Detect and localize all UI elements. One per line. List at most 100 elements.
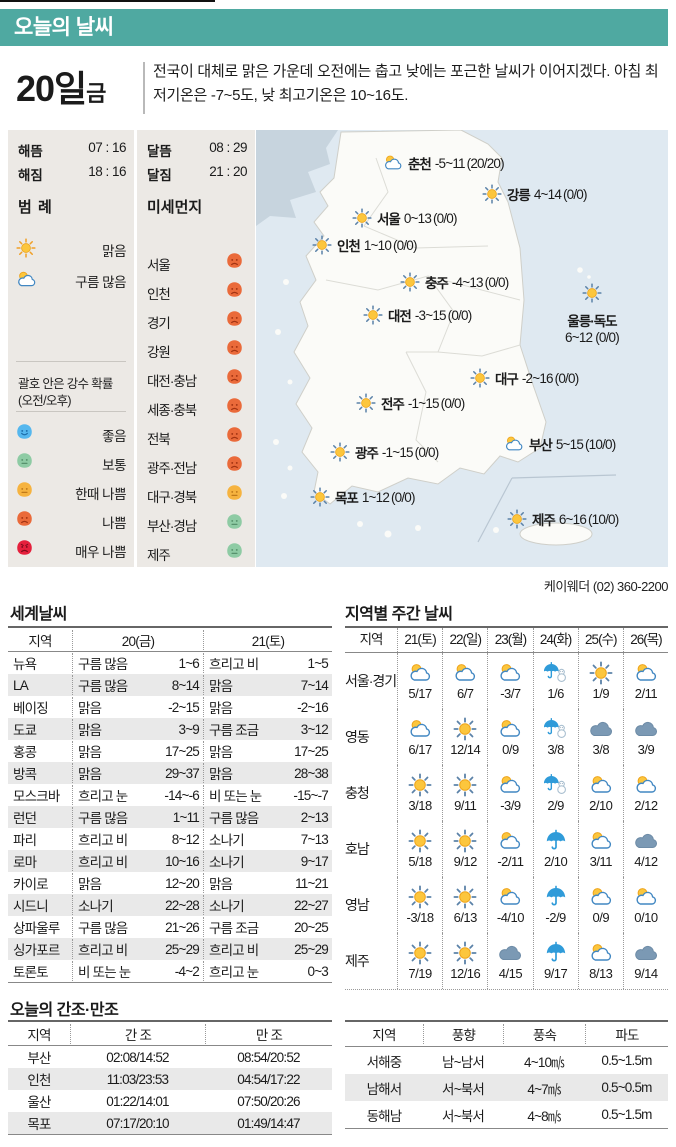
air-level-item: 한때 나쁨: [16, 481, 126, 502]
world-region: 도쿄: [13, 723, 37, 738]
title-bar: 오늘의 날씨: [0, 9, 668, 46]
face-normal-icon: [17, 453, 32, 468]
world-row: 로마 흐리고 비 10~16 소나기 9~17: [8, 850, 332, 872]
face-bad-icon: [227, 456, 242, 471]
world-day2-cond: 구름 많음: [203, 807, 283, 827]
marine-header-speed: 풍속: [503, 1024, 585, 1044]
world-region: 런던: [13, 811, 37, 826]
face-bad-icon: [17, 511, 32, 526]
partly-cloudy-icon: [500, 776, 521, 793]
weekly-day-temp: 1/6: [547, 686, 564, 701]
marine-wave-height: 0.5~0.5m: [601, 1080, 652, 1095]
face-normal-icon: [227, 514, 242, 529]
moonset-row: 달짐 21 : 20: [147, 164, 247, 184]
tide-region: 울산: [27, 1095, 51, 1110]
weekly-day-temp: 8/13: [589, 966, 613, 981]
marine-wind-speed: 4~10㎧: [524, 1054, 565, 1070]
weekly-day-temp: 3/8: [547, 742, 564, 757]
world-header-day1: 20(금): [72, 629, 203, 650]
tide-region: 목포: [27, 1117, 51, 1132]
partly-cloudy-icon: [591, 832, 611, 849]
tide-header-low: 간 조: [70, 1023, 205, 1044]
world-weather-title: 세계날씨: [10, 606, 67, 623]
weekly-day-cell: 2/10: [577, 765, 623, 821]
sun-icon: [470, 368, 490, 388]
weekly-day-temp: 3/18: [408, 798, 432, 813]
city-temp: 0~13 (0/0): [403, 210, 458, 226]
world-day2-cond: 맑음: [203, 697, 283, 717]
weekly-day-temp: 9/14: [634, 966, 658, 981]
city-name: 제주: [532, 513, 556, 528]
marine-row: 서해중 남~남서 4~10㎧ 0.5~1.5m: [345, 1047, 668, 1074]
world-row: 카이로 맑음 12~20 맑음 11~21: [8, 872, 332, 894]
dust-region-name: 부산·경남: [147, 519, 197, 534]
dust-region-name: 대구·경북: [147, 490, 197, 505]
world-row: 홍콩 맑음 17~25 맑음 17~25: [8, 740, 332, 762]
weekly-day-temp: 2/10: [543, 854, 568, 869]
dust-region-name: 대전·충남: [147, 374, 197, 389]
world-day1-cond: 흐리고 비: [72, 851, 154, 871]
world-day2-temp: 7~13: [300, 831, 329, 847]
sun-icon: [408, 773, 432, 797]
weekly-day-cell: 5/18: [397, 821, 442, 877]
weekly-day-cell: 7/19: [397, 933, 442, 989]
world-day2-temp: 28~38: [294, 765, 329, 781]
weekly-day-temp: 4/15: [498, 966, 523, 981]
marine-header-row: 지역 풍향 풍속 파도: [345, 1022, 668, 1047]
world-weather-table: 지역 20(금) 21(토) 뉴욕 구름 많음 1~6 흐리고 비 1~5 LA…: [8, 626, 332, 983]
city-temp: 5~15 (10/0): [555, 436, 616, 452]
city-marker: 목포 1~12 (0/0): [310, 487, 416, 507]
city-marker: 광주 -1~15 (0/0): [330, 442, 439, 462]
world-row: 시드니 소나기 22~28 소나기 22~27: [8, 894, 332, 916]
dust-region-row: 광주·전남: [147, 455, 245, 476]
weekly-day-temp: 6/7: [456, 686, 474, 701]
face-bad-icon: [227, 282, 242, 297]
world-day1-temp: 10~16: [165, 853, 200, 869]
partly-cloudy-icon: [636, 776, 656, 793]
partly-cloudy-icon: [455, 664, 476, 681]
world-day1-temp: 12~20: [165, 875, 200, 891]
weekly-day-temp: 4/12: [634, 854, 658, 869]
jeju-inset-border: [477, 474, 617, 543]
world-row: 런던 구름 많음 1~11 구름 많음 2~13: [8, 806, 332, 828]
air-level-label: 보통: [102, 458, 126, 473]
legend-item: 맑음: [16, 238, 126, 259]
umbrella-snowman-icon: [543, 717, 566, 738]
weekly-region: 영동: [345, 728, 370, 745]
weekly-day-cell: 3/8: [532, 709, 578, 765]
sun-icon: [352, 208, 372, 228]
city-marker: 충주 -4~13 (0/0): [400, 272, 509, 292]
legend-note-line2: (오전/오후): [18, 394, 72, 408]
world-day1-temp: 1~6: [178, 655, 200, 671]
world-day2-temp: 11~21: [295, 875, 329, 891]
weekly-day-cell: -2/11: [487, 821, 532, 877]
sun-icon: [453, 773, 477, 797]
air-level-item: 보통: [16, 452, 126, 473]
world-day1-temp: 29~37: [165, 765, 200, 781]
weekly-region: 영남: [345, 896, 370, 913]
moonrise-label: 달뜸: [147, 144, 172, 159]
world-row: 도쿄 맑음 3~9 구름 조금 3~12: [8, 718, 332, 740]
city-temp: 4~14 (0/0): [533, 186, 588, 202]
umbrella-snowman-icon: [543, 773, 566, 794]
city-temp: -1~15 (0/0): [407, 395, 465, 411]
world-day2-cond: 맑음: [203, 763, 283, 783]
weekly-row: 영남 -3/18 6/13 -4/10 -2/9 0/9 0/10: [345, 877, 668, 933]
partly-cloudy-icon: [385, 155, 402, 170]
marine-header-wave: 파도: [585, 1024, 668, 1044]
face-bad-icon: [227, 427, 242, 442]
dust-region-name: 세종·충북: [147, 403, 197, 418]
air-level-item: 좋음: [16, 423, 126, 444]
weekly-day-temp: -3/7: [500, 686, 521, 701]
world-day2-cond: 소나기: [203, 895, 283, 915]
small-islands: [273, 267, 591, 538]
world-row: 뉴욕 구름 많음 1~6 흐리고 비 1~5: [8, 652, 332, 674]
weekly-table-header: 지역 21(토) 22(일) 23(월) 24(화) 25(수) 26(목): [345, 628, 668, 653]
marine-wind-dir: 서~북서: [442, 1081, 485, 1097]
world-day1-cond: 구름 많음: [72, 917, 154, 937]
air-level-label: 한때 나쁨: [75, 487, 126, 502]
world-region: 방콕: [13, 767, 37, 782]
weekly-day-temp: 9/11: [454, 798, 477, 813]
marine-wind-dir: 남~남서: [442, 1054, 485, 1070]
marine-wind-speed: 4~8㎧: [527, 1108, 561, 1124]
